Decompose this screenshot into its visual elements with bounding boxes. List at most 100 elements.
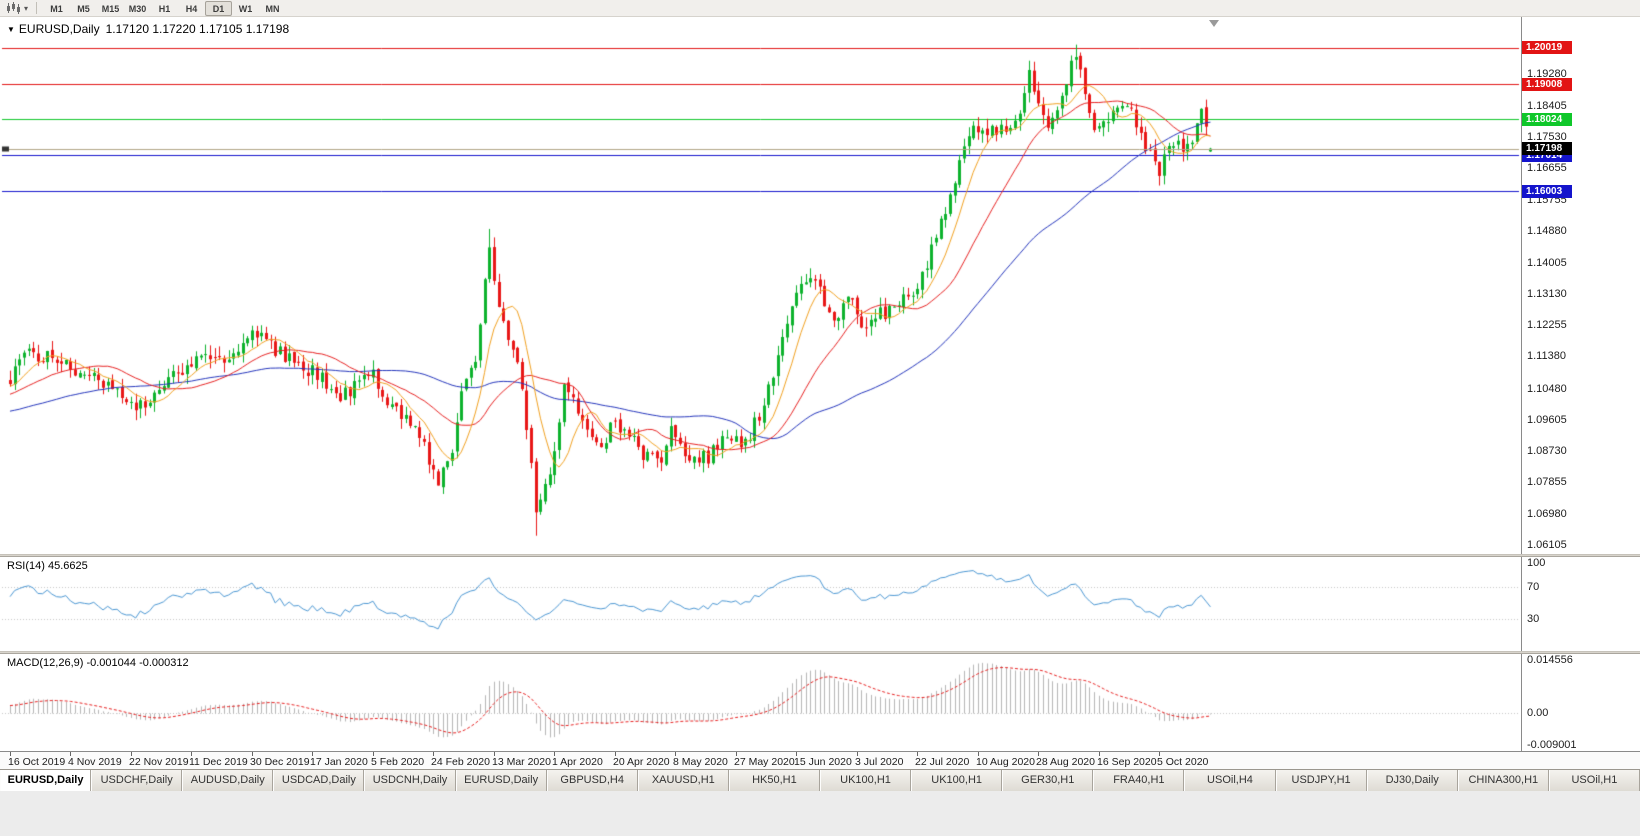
- price-level-badge: 1.17198: [1522, 142, 1572, 156]
- price-level-badge: 1.19008: [1522, 77, 1572, 91]
- symbol-tab-dj30-daily[interactable]: DJ30,Daily: [1366, 770, 1458, 791]
- panel-splitter[interactable]: [0, 651, 1640, 654]
- time-axis-label: 30 Dec 2019: [250, 756, 310, 768]
- symbol-tab-xauusd-h1[interactable]: XAUUSD,H1: [637, 770, 729, 791]
- timeframe-button-h4[interactable]: H4: [185, 3, 198, 14]
- time-axis-label: 1 Apr 2020: [552, 756, 603, 768]
- symbol-tab-hk50-h1[interactable]: HK50,H1: [728, 770, 820, 791]
- time-axis-label: 13 Mar 2020: [492, 756, 551, 768]
- timeframe-button-h1[interactable]: H1: [158, 3, 171, 14]
- symbol-tab-eurusd-daily[interactable]: EURUSD,Daily: [0, 770, 92, 791]
- timeframe-button-d1[interactable]: D1: [205, 0, 233, 16]
- symbol-tab-eurusd-daily[interactable]: EURUSD,Daily: [455, 770, 547, 791]
- chart-symbol-title: EURUSD,Daily: [18, 22, 100, 36]
- rsi-axis-label: 100: [1527, 557, 1546, 569]
- timeframe-button-m15[interactable]: M15: [101, 3, 120, 14]
- candlestick-glyph: [7, 2, 20, 14]
- symbol-tab-usoil-h4[interactable]: USOil,H4: [1184, 770, 1276, 791]
- price-axis-label: 1.08730: [1527, 445, 1567, 458]
- time-axis-tick: [131, 752, 132, 756]
- timeframe-button-mn[interactable]: MN: [265, 3, 280, 14]
- timeframe-toolbar: ▾ M1 M5 M15 M30 H1 H4 D1 W1 MN: [0, 0, 1640, 17]
- symbol-tab-china300-h1[interactable]: CHINA300,H1: [1457, 770, 1549, 791]
- time-axis-tick: [675, 752, 676, 756]
- time-axis-tick: [373, 752, 374, 756]
- symbol-tab-usdchf-daily[interactable]: USDCHF,Daily: [91, 770, 183, 791]
- chart-collapse-icon[interactable]: ▼: [7, 25, 15, 34]
- price-axis-label: 1.11380: [1527, 350, 1566, 363]
- macd-axis-label: 0.014556: [1527, 654, 1573, 666]
- time-axis-label: 5 Oct 2020: [1157, 756, 1209, 768]
- time-axis-label: 16 Oct 2019: [8, 756, 66, 768]
- price-axis-label: 1.14880: [1527, 225, 1567, 238]
- symbol-tab-uk100-h1[interactable]: UK100,H1: [911, 770, 1003, 791]
- time-axis-label: 16 Sep 2020: [1097, 756, 1157, 768]
- price-axis-label: 1.17530: [1527, 130, 1567, 143]
- price-level-badge: 1.18024: [1522, 112, 1572, 126]
- timeframe-button-m30[interactable]: M30: [128, 3, 147, 14]
- macd-axis-label: 0.00: [1527, 706, 1549, 719]
- price-axis-label: 1.06980: [1527, 507, 1567, 520]
- time-axis-tick: [615, 752, 616, 756]
- time-axis[interactable]: 16 Oct 2019 4 Nov 2019 22 Nov 2019 11 Dec 2…: [0, 751, 1640, 769]
- price-axis-label: 1.10480: [1527, 382, 1567, 395]
- timeframe-button-m5[interactable]: M5: [77, 3, 90, 14]
- chart-title: ▼ EURUSD,Daily 1.17120 1.17220 1.17105 1.1…: [7, 22, 289, 36]
- price-axis-label: 1.16655: [1527, 162, 1567, 175]
- time-axis-tick: [312, 752, 313, 756]
- symbol-tab-audusd-daily[interactable]: AUDUSD,Daily: [182, 770, 274, 791]
- price-axis-label: 1.13130: [1527, 287, 1567, 300]
- time-axis-label: 24 Feb 2020: [431, 756, 490, 768]
- symbol-tab-usdcad-daily[interactable]: USDCAD,Daily: [273, 770, 365, 791]
- time-axis-tick: [736, 752, 737, 756]
- time-axis-tick: [978, 752, 979, 756]
- chart-ohlc-values: 1.17120 1.17220 1.17105 1.17198: [105, 22, 290, 36]
- time-axis-label: 27 May 2020: [734, 756, 795, 768]
- time-axis-tick: [10, 752, 11, 756]
- timeframe-button-m1[interactable]: M1: [50, 3, 63, 14]
- symbol-tab-fra40-h1[interactable]: FRA40,H1: [1093, 770, 1185, 791]
- rsi-axis-label: 70: [1527, 581, 1540, 593]
- symbol-tab-gbpusd-h4[interactable]: GBPUSD,H4: [546, 770, 638, 791]
- panel-splitter[interactable]: [0, 554, 1640, 557]
- price-axis-label: 1.09605: [1527, 413, 1567, 426]
- time-axis-label: 15 Jun 2020: [794, 756, 852, 768]
- time-axis-label: 22 Jul 2020: [915, 756, 970, 768]
- timeframe-button-w1[interactable]: W1: [238, 3, 253, 14]
- symbol-tab-usdcnh-daily[interactable]: USDCNH,Daily: [364, 770, 456, 791]
- symbol-tab-uk100-h1[interactable]: UK100,H1: [819, 770, 912, 791]
- price-chart-canvas[interactable]: [0, 17, 1521, 554]
- macd-axis-label: -0.009001: [1527, 739, 1577, 751]
- time-axis-tick: [252, 752, 253, 756]
- time-axis-tick: [494, 752, 495, 756]
- macd-canvas[interactable]: [0, 654, 1521, 751]
- chart-type-dropdown-icon[interactable]: ▾: [24, 3, 29, 13]
- time-axis-tick: [554, 752, 555, 756]
- price-axis-label: 1.12255: [1527, 319, 1567, 332]
- symbol-tab-ger30-h1[interactable]: GER30,H1: [1002, 770, 1094, 791]
- time-axis-label: 17 Jan 2020: [310, 756, 368, 768]
- time-axis-tick: [433, 752, 434, 756]
- symbol-tab-usdjpy-h1[interactable]: USDJPY,H1: [1275, 770, 1367, 791]
- rsi-label: RSI(14) 45.6625: [7, 560, 88, 572]
- chart-shift-marker[interactable]: [1209, 20, 1219, 27]
- time-axis-tick: [796, 752, 797, 756]
- rsi-canvas[interactable]: [0, 557, 1521, 651]
- price-axis-label: 1.19280: [1527, 68, 1567, 81]
- time-axis-tick: [1159, 752, 1160, 756]
- price-axis-label: 1.07855: [1527, 476, 1567, 489]
- time-axis-label: 20 Apr 2020: [613, 756, 670, 768]
- symbol-tab-usoil-h1[interactable]: USOil,H1: [1548, 770, 1640, 791]
- time-axis-label: 3 Jul 2020: [855, 756, 904, 768]
- chart-type-icon[interactable]: [4, 1, 22, 16]
- time-axis-tick: [1038, 752, 1039, 756]
- time-axis-tick: [1099, 752, 1100, 756]
- time-axis-label: 22 Nov 2019: [129, 756, 189, 768]
- time-axis-label: 8 May 2020: [673, 756, 728, 768]
- time-axis-tick: [917, 752, 918, 756]
- rsi-indicator-panel: RSI(14) 45.6625 100 70 30: [0, 557, 1640, 651]
- time-axis-label: 4 Nov 2019: [68, 756, 122, 768]
- timeframe-buttons-group: M1 M5 M15 M30 H1 H4 D1 W1 MN: [43, 0, 286, 16]
- price-axis-label: 1.06105: [1527, 538, 1567, 551]
